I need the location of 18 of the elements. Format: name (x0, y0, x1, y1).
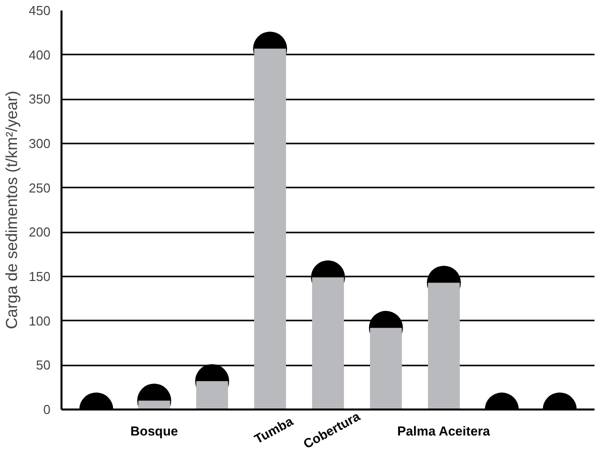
bar (312, 277, 344, 410)
y-tick-label: 0 (43, 402, 51, 417)
bar (196, 381, 228, 410)
y-tick-label: 150 (28, 269, 51, 284)
y-tick-label: 100 (28, 313, 51, 328)
y-tick-label: 50 (36, 358, 51, 373)
y-axis-title: Carga de sedimentos (t/km²/year) (4, 90, 21, 330)
bar (370, 328, 402, 410)
x-tick-label: Palma Aceitera (397, 424, 491, 438)
y-tick-label: 350 (28, 92, 51, 107)
bar (428, 282, 460, 410)
y-tick-label: 450 (28, 3, 51, 18)
y-tick-label: 400 (28, 47, 51, 62)
y-tick-label: 250 (28, 180, 51, 196)
bar (254, 48, 286, 410)
x-tick-label: Bosque (130, 424, 178, 438)
y-tick-label: 300 (28, 136, 51, 151)
y-tick-label: 200 (28, 224, 51, 240)
